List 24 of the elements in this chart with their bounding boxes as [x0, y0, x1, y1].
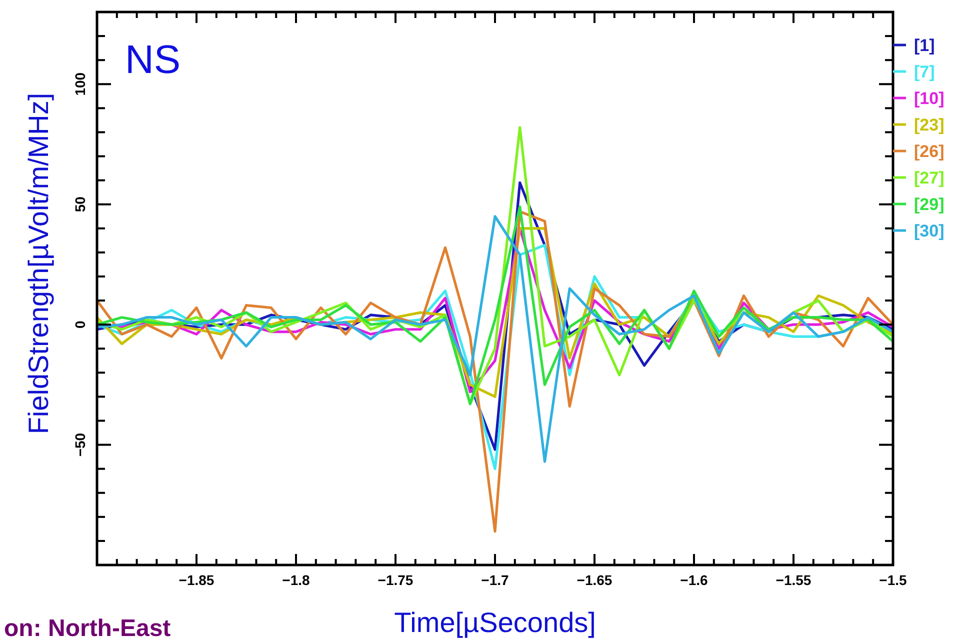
- x-tick-label: −1.6: [680, 572, 708, 588]
- legend-label: [10]: [914, 89, 944, 108]
- legend-label: [29]: [914, 195, 944, 214]
- legend-label: [27]: [914, 168, 944, 188]
- text: NS: [125, 38, 181, 82]
- y-axis-title: FieldStrength[µVolt/m/MHz]: [23, 92, 54, 434]
- legend-label: [7]: [914, 62, 935, 82]
- x-tick-label: −1.5: [879, 572, 908, 588]
- y-tick-label: 100: [72, 72, 88, 96]
- y-tick-label: 0: [72, 320, 88, 328]
- x-axis-title: Time[µSeconds]: [394, 607, 596, 638]
- text: on: North-East: [4, 615, 171, 642]
- legend-label: [30]: [914, 222, 944, 240]
- legend-label: [23]: [914, 116, 944, 134]
- x-tick-label: −1.75: [378, 572, 414, 588]
- legend-label: [26]: [914, 142, 944, 161]
- x-tick-label: −1.7: [481, 572, 510, 588]
- x-tick-label: −1.8: [282, 572, 310, 588]
- y-tick-label: 50: [72, 196, 88, 212]
- legend-label: [1]: [914, 36, 935, 55]
- x-tick-label: −1.65: [576, 572, 612, 588]
- x-tick-label: −1.55: [776, 572, 812, 588]
- y-tick-label: −50: [72, 432, 88, 457]
- x-tick-label: −1.85: [178, 572, 214, 588]
